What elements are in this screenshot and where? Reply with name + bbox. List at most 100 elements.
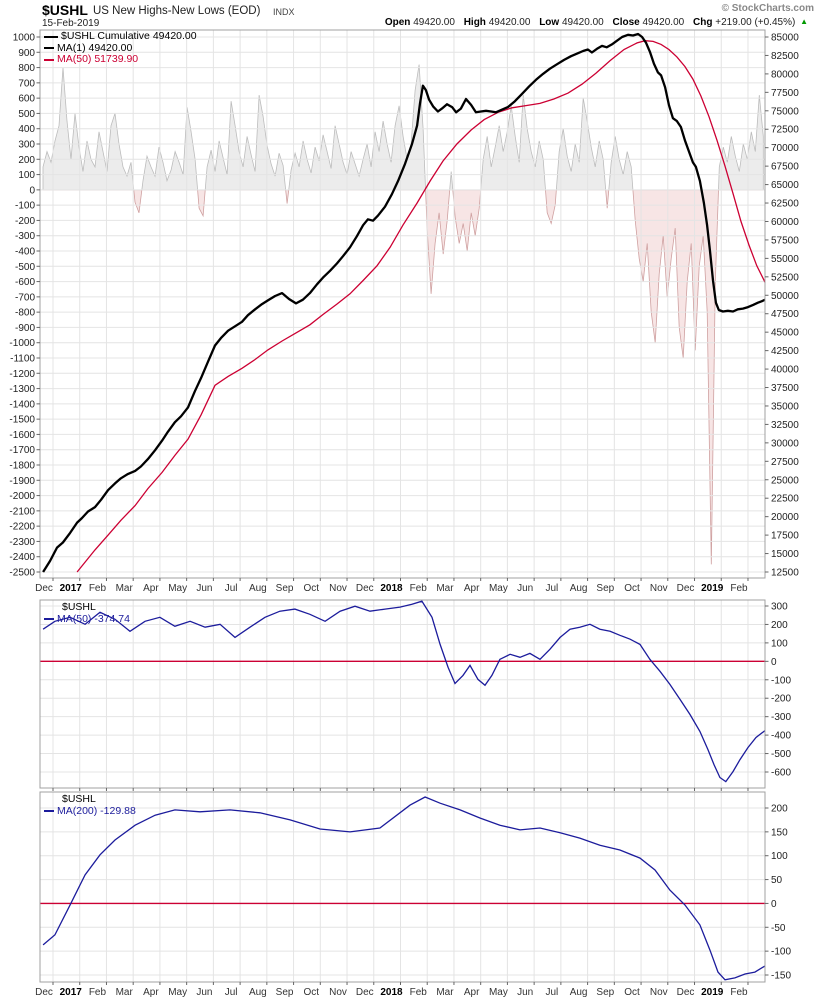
- right-axis-label: -150: [771, 971, 791, 982]
- right-axis-label: 15000: [771, 549, 799, 560]
- left-axis-label: 500: [18, 109, 35, 120]
- line-swatch-icon: [44, 810, 54, 813]
- main-legend: $USHL Cumulative 49420.00 MA(1) 49420.00…: [44, 30, 197, 66]
- open-value: 49420.00: [413, 17, 455, 28]
- legend-label: MA(200) -129.88: [57, 804, 136, 817]
- legend-item-ma50: MA(50) 51739.90: [44, 53, 197, 66]
- x-axis-label: Jun: [196, 987, 212, 998]
- right-axis-label: 200: [771, 804, 788, 815]
- right-axis-label: 42500: [771, 346, 799, 357]
- panel-border: [39, 599, 766, 789]
- right-axis-label: 55000: [771, 254, 799, 265]
- right-axis-label: 60000: [771, 217, 799, 228]
- x-axis-label: Dec: [356, 987, 374, 998]
- x-axis-label: Nov: [650, 583, 668, 594]
- left-axis-label: -1800: [9, 461, 35, 472]
- x-axis-label: Feb: [730, 987, 748, 998]
- right-axis-label: 50: [771, 875, 783, 886]
- right-axis-label: 12500: [771, 568, 799, 579]
- x-axis-label: Jul: [545, 583, 558, 594]
- left-axis-label: -1900: [9, 476, 35, 487]
- x-axis-label: May: [168, 987, 187, 998]
- left-axis-label: 1000: [13, 33, 36, 44]
- left-axis-label: -700: [15, 292, 35, 303]
- panel-ma50_oscillator: 300 200 100 0 -100 -200 -300 -400 -500 -600: [39, 599, 791, 791]
- left-axis-label: -100: [15, 201, 35, 212]
- line-swatch-icon: [44, 47, 54, 50]
- right-axis-label: -200: [771, 694, 791, 705]
- ma50-line: [76, 40, 766, 573]
- left-axis-label: 0: [29, 185, 35, 196]
- left-axis-label: -300: [15, 231, 35, 242]
- right-axis-label: -400: [771, 731, 791, 742]
- legend-label: $USHL: [62, 601, 96, 613]
- x-axis-label: Feb: [730, 583, 748, 594]
- left-axis-label: -2500: [9, 568, 35, 579]
- right-axis-label: 70000: [771, 143, 799, 154]
- x-axis-label: Jul: [225, 987, 238, 998]
- left-axis-label: -2000: [9, 491, 35, 502]
- x-axis-label: Jul: [225, 583, 238, 594]
- x-axis-label: Apr: [143, 583, 159, 594]
- x-axis-label: Apr: [464, 987, 480, 998]
- x-axis-label: Jul: [545, 987, 558, 998]
- x-axis-label: Oct: [624, 987, 640, 998]
- x-axis-label: Jun: [517, 987, 533, 998]
- x-axis-label: Apr: [143, 987, 159, 998]
- up-triangle-icon: ▲: [800, 17, 808, 26]
- x-axis-label: Feb: [89, 987, 107, 998]
- line-swatch-icon: [44, 35, 58, 38]
- panel-ma200_oscillator: 200 150 100 50 0 -50 -100 -150 Dec 2017 Feb Mar Apr M…: [35, 791, 791, 998]
- x-axis-label: Dec: [677, 987, 695, 998]
- right-axis-label: 67500: [771, 162, 799, 173]
- right-axis-label: 47500: [771, 309, 799, 320]
- right-axis-label: 22500: [771, 494, 799, 505]
- right-axis-label: -100: [771, 947, 791, 958]
- ma200-oscillator-line: [42, 796, 766, 981]
- right-axis-label: 45000: [771, 328, 799, 339]
- left-axis-label: -1500: [9, 415, 35, 426]
- x-axis-label: Sep: [596, 583, 614, 594]
- right-axis-label: 100: [771, 638, 788, 649]
- left-axis-label: 100: [18, 170, 35, 181]
- x-axis-label: Aug: [249, 987, 267, 998]
- left-axis-label: -600: [15, 277, 35, 288]
- left-axis-label: -2200: [9, 522, 35, 533]
- x-axis-label: 2018: [380, 583, 403, 594]
- right-axis-label: 30000: [771, 438, 799, 449]
- symbol-label: $USHL: [42, 2, 88, 18]
- x-axis-label: Feb: [410, 987, 428, 998]
- chart-title: US New Highs-New Lows (EOD): [93, 5, 261, 17]
- right-axis-label: 27500: [771, 457, 799, 468]
- x-axis-label: Oct: [624, 583, 640, 594]
- left-axis-label: -2400: [9, 552, 35, 563]
- x-axis-label: Sep: [596, 987, 614, 998]
- right-axis-label: 65000: [771, 180, 799, 191]
- low-value: 49420.00: [561, 17, 604, 28]
- x-axis-label: Feb: [410, 583, 428, 594]
- change-label: Chg: [693, 17, 713, 28]
- ma50-oscillator-line: [42, 600, 766, 783]
- line-swatch-icon: [44, 58, 54, 61]
- left-axis-label: -500: [15, 262, 35, 273]
- x-axis-label: Oct: [304, 987, 320, 998]
- left-axis-label: -400: [15, 247, 35, 258]
- x-axis-label: Nov: [650, 987, 668, 998]
- left-axis-label: -1200: [9, 369, 35, 380]
- cumulative-line: [42, 32, 766, 573]
- left-axis-label: -1000: [9, 338, 35, 349]
- left-axis-label: 300: [18, 140, 35, 151]
- line-swatch-icon: [44, 618, 54, 621]
- legend-item-ma200-osc: MA(200) -129.88: [44, 804, 136, 818]
- legend-item-symbol: $USHL: [44, 601, 130, 614]
- left-axis-label: 200: [18, 155, 35, 166]
- right-axis-label: 200: [771, 620, 788, 631]
- right-axis-label: -300: [771, 712, 791, 723]
- right-axis-label: 77500: [771, 88, 799, 99]
- x-axis-label: 2017: [60, 987, 83, 998]
- legend-label: MA(50) 51739.90: [57, 53, 139, 65]
- x-axis-label: Dec: [35, 987, 53, 998]
- x-axis-label: Mar: [436, 583, 454, 594]
- left-axis-label: -1300: [9, 384, 35, 395]
